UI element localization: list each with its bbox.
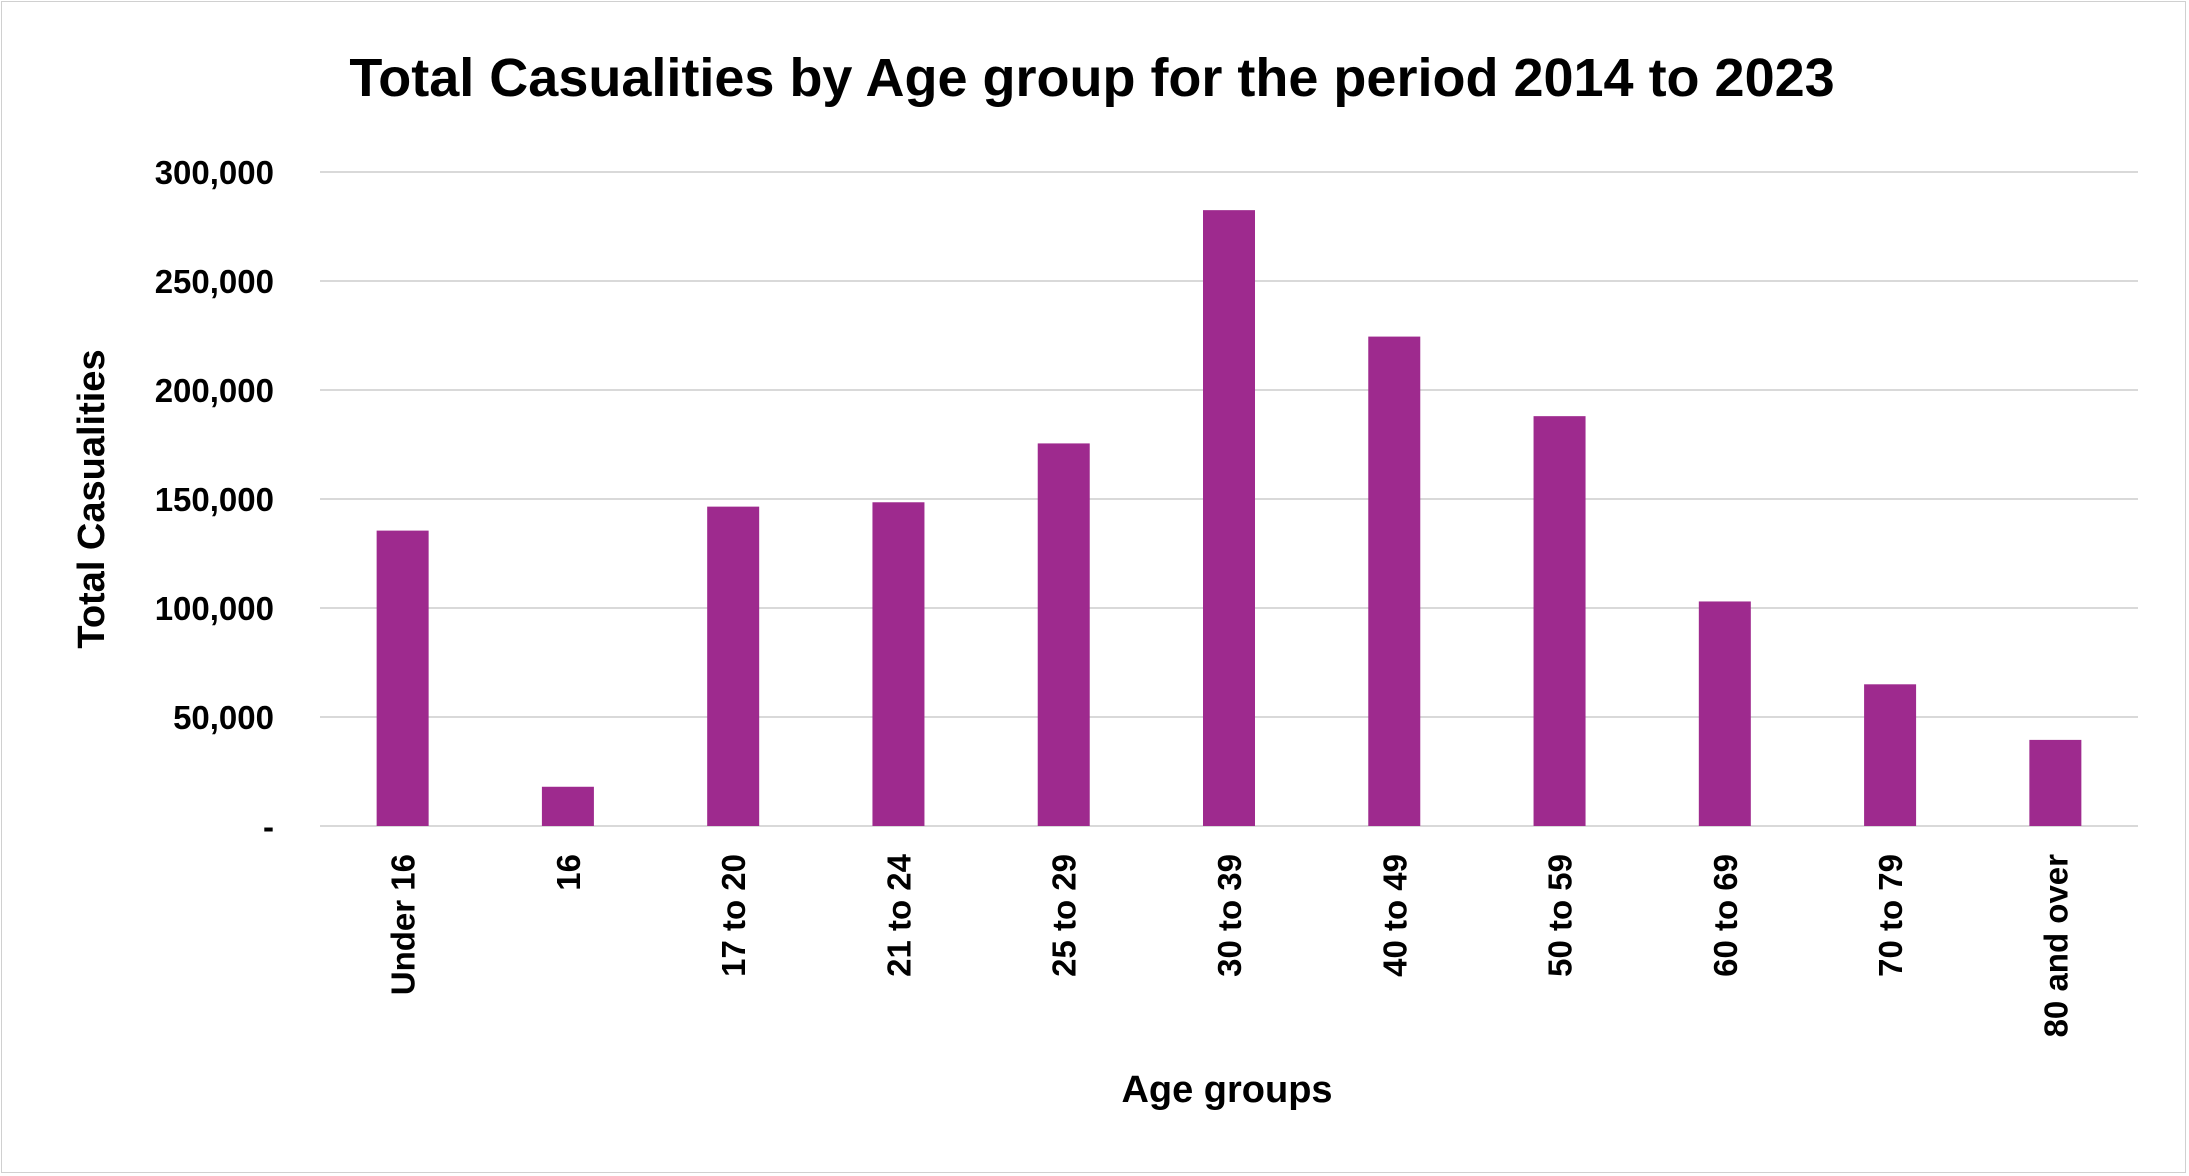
x-tick-label: 80 and over [2037, 854, 2074, 1038]
bar-5 [1203, 210, 1255, 826]
bar-0 [376, 530, 429, 826]
x-tick-label: 70 to 79 [1872, 854, 1909, 977]
x-tick-label: 16 [550, 854, 587, 891]
bars [376, 210, 2082, 826]
bar-1 [541, 786, 594, 826]
x-tick-label: 17 to 20 [715, 854, 752, 977]
bar-8 [1698, 601, 1751, 826]
y-tick-label: 200,000 [155, 372, 274, 409]
bar-3 [872, 502, 925, 826]
x-tick-label: 40 to 49 [1376, 854, 1413, 977]
bar-10 [2029, 739, 2082, 826]
chart-title: Total Casualities by Age group for the p… [349, 48, 1834, 108]
bar-6 [1368, 336, 1421, 826]
y-axis-title: Total Casualities [71, 349, 113, 648]
x-tick-label: 50 to 59 [1542, 854, 1579, 977]
y-tick-label: 300,000 [155, 154, 274, 191]
x-axis-title: Age groups [1121, 1069, 1332, 1111]
bar-4 [1037, 443, 1090, 826]
x-tick-label: 25 to 29 [1046, 854, 1083, 977]
bar-2 [707, 506, 760, 826]
x-axis-ticks: Under 16 16 17 to 20 21 to 24 25 to 29 30 to … [385, 853, 2075, 1037]
y-tick-label: 100,000 [155, 590, 274, 627]
y-axis-ticks: - 50,000 100,000 150,000 200,000 250,000 300,0… [155, 154, 274, 845]
y-tick-label: - [263, 808, 274, 845]
x-tick-label: 60 to 69 [1707, 854, 1744, 977]
x-tick-label: 21 to 24 [880, 853, 917, 977]
y-tick-label: 250,000 [155, 263, 274, 300]
y-tick-label: 150,000 [155, 481, 274, 518]
x-tick-label: Under 16 [385, 854, 422, 995]
y-tick-label: 50,000 [173, 699, 274, 736]
x-tick-label: 30 to 39 [1211, 854, 1248, 977]
bar-7 [1533, 416, 1586, 826]
bar-9 [1864, 684, 1917, 826]
